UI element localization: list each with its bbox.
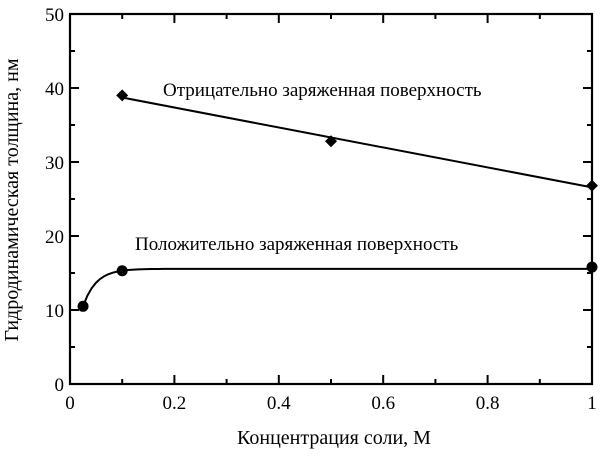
data-point-circle bbox=[77, 300, 89, 312]
annotation-positive-surface: Положительно заряженная поверхность bbox=[135, 234, 459, 255]
x-tick-label: 0 bbox=[65, 393, 75, 414]
series-line-0 bbox=[122, 96, 593, 189]
plot-frame bbox=[68, 12, 594, 386]
x-axis-label: Концентрация соли, М bbox=[237, 427, 431, 449]
x-tick-label: 1 bbox=[587, 393, 597, 414]
y-tick-label: 50 bbox=[45, 5, 64, 26]
y-tick-label: 0 bbox=[55, 375, 65, 396]
x-tick-label: 0.4 bbox=[267, 393, 291, 414]
data-point-diamond bbox=[325, 135, 337, 148]
y-tick-label: 30 bbox=[45, 153, 64, 174]
x-tick-label: 0.6 bbox=[371, 393, 395, 414]
y-tick-label: 40 bbox=[45, 79, 64, 100]
y-axis-label: Гидродинамическая толщина, нм bbox=[1, 58, 23, 341]
series-line-1 bbox=[82, 267, 592, 307]
axes bbox=[68, 12, 594, 386]
x-tick-label: 0.8 bbox=[476, 393, 500, 414]
data-point-diamond bbox=[586, 179, 598, 192]
annotation-negative-surface: Отрицательно заряженная поверхность bbox=[163, 80, 482, 101]
y-tick-label: 20 bbox=[45, 227, 64, 248]
data-point-circle bbox=[116, 265, 128, 277]
y-tick-label: 10 bbox=[45, 301, 64, 322]
data-point-diamond bbox=[116, 89, 129, 102]
data-point-circle bbox=[586, 261, 598, 273]
x-tick-label: 0.2 bbox=[163, 393, 187, 414]
series-layer bbox=[77, 89, 598, 312]
